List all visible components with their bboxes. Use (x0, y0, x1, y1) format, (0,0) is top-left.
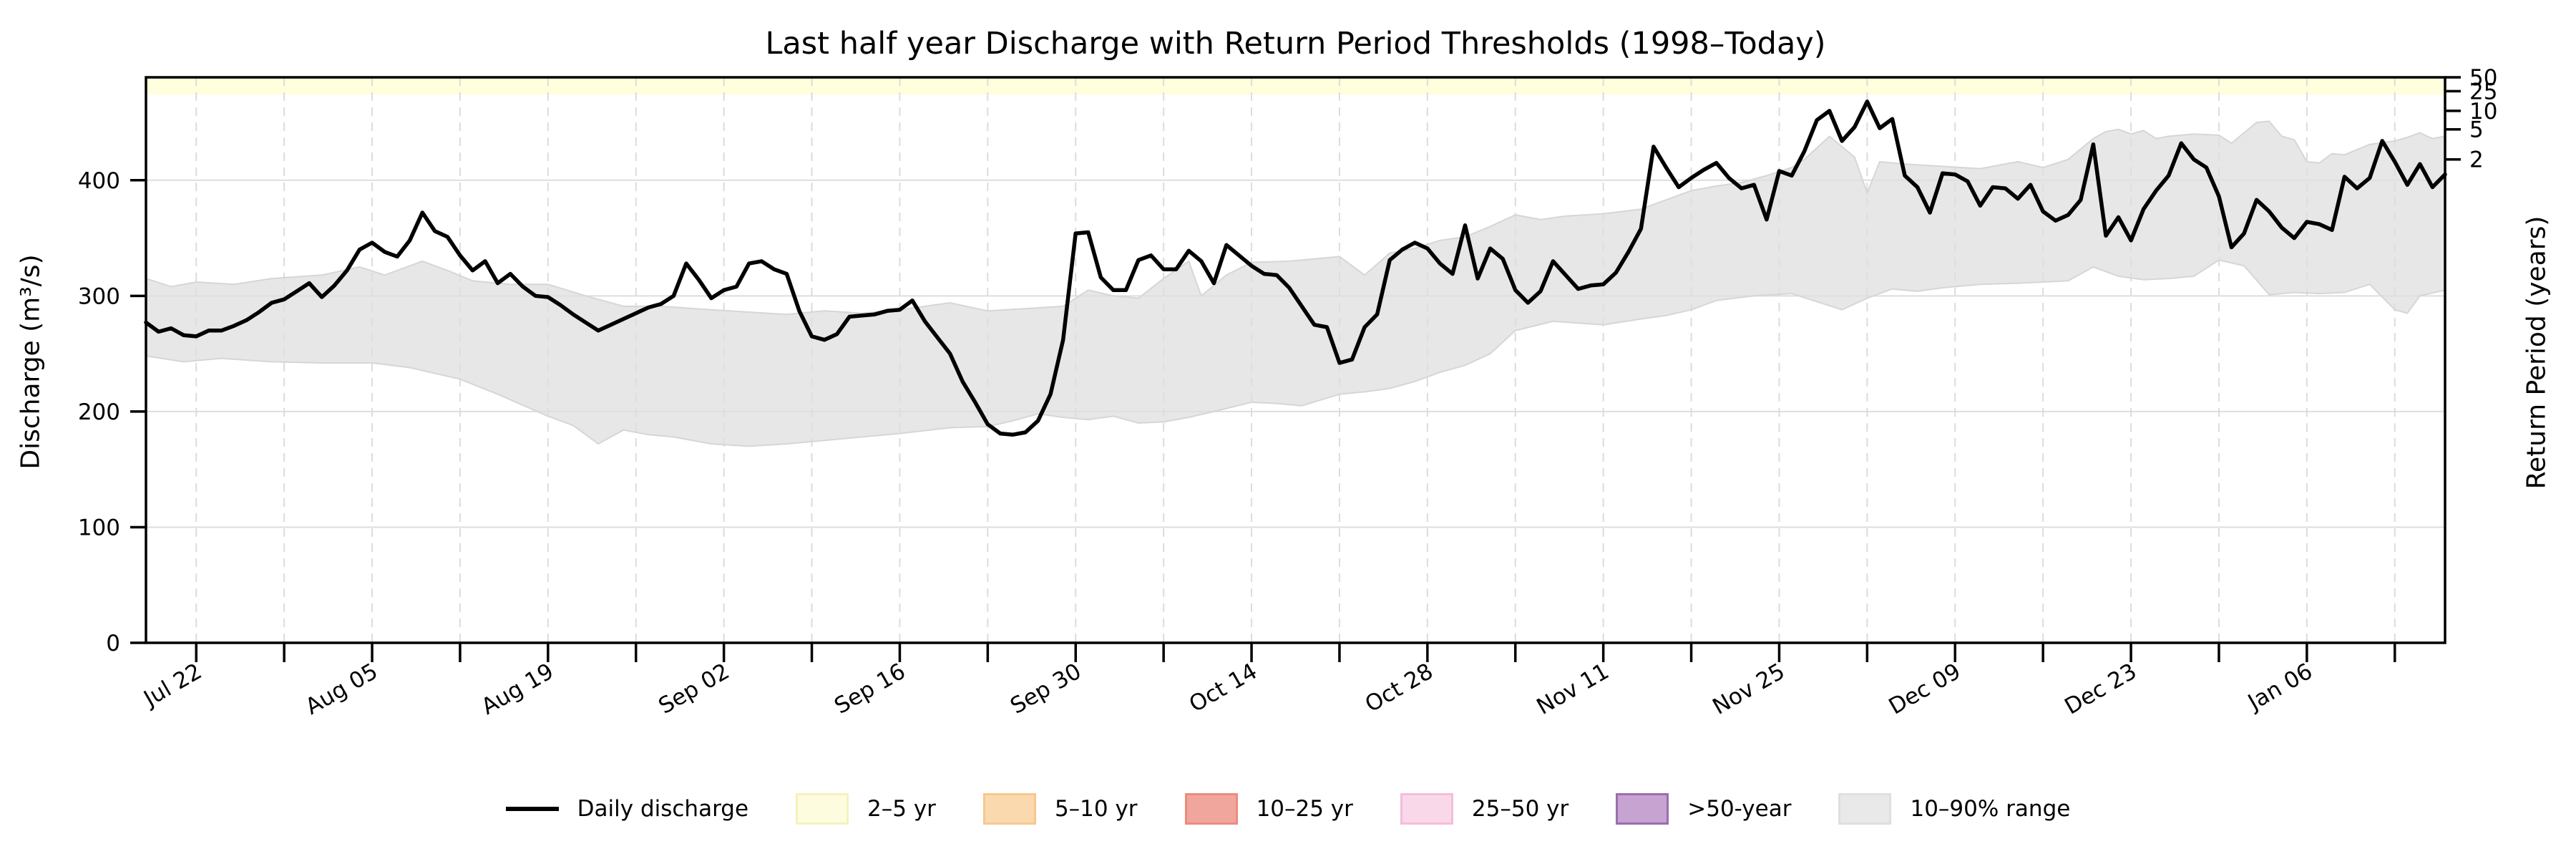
legend-label: Daily discharge (577, 796, 749, 822)
threshold-bands-layer (146, 77, 2445, 95)
x-tick-label: Nov 11 (1533, 659, 1614, 720)
discharge-line-layer (144, 100, 2447, 437)
right-tick-label: 50 (2469, 65, 2497, 91)
yellow-band-swatch-icon (796, 793, 849, 825)
x-tick-label: Oct 28 (1361, 659, 1438, 718)
legend-item-daily-discharge: Daily discharge (505, 796, 749, 822)
left-axis-label: Discharge (m³/s) (16, 254, 46, 470)
right-tick-label: 25 (2469, 79, 2497, 105)
pink-band-swatch-icon (1400, 793, 1453, 825)
right-tick-label: 5 (2469, 117, 2484, 143)
legend-item-25-50yr: 25–50 yr (1400, 793, 1568, 825)
legend-label: 25–50 yr (1471, 796, 1569, 822)
legend-item-10-90-range: 10–90% range (1838, 793, 2070, 825)
axes-layer (130, 76, 2461, 662)
left-tick-label: 100 (78, 515, 120, 540)
plot-border (145, 76, 2446, 644)
right-axis-label: Return Period (years) (2522, 215, 2552, 490)
x-tick-label: Dec 09 (1885, 659, 1966, 720)
x-tick-label: Oct 14 (1185, 659, 1262, 718)
x-tick-label: Jul 22 (138, 659, 206, 713)
legend: Daily discharge 2–5 yr 5–10 yr 10–25 yr … (0, 793, 2576, 825)
x-tick-label: Aug 05 (301, 659, 382, 720)
chart-title: Last half year Discharge with Return Per… (765, 26, 1826, 62)
x-tick-label: Sep 16 (830, 659, 909, 719)
legend-item-10-25yr: 10–25 yr (1184, 793, 1353, 825)
gray-band-swatch-icon (1838, 793, 1892, 825)
left-tick-label: 200 (78, 399, 120, 425)
x-tick-label: Nov 25 (1708, 659, 1789, 720)
legend-item-2-5yr: 2–5 yr (796, 793, 936, 825)
orange-band-swatch-icon (982, 793, 1036, 825)
band-2-5yr (146, 77, 2445, 95)
legend-label: 10–25 yr (1256, 796, 1353, 822)
left-tick-label: 300 (78, 283, 120, 309)
legend-label: >50-year (1687, 796, 1792, 822)
left-tick-label: 0 (106, 631, 120, 656)
legend-label: 10–90% range (1910, 796, 2071, 822)
right-tick-label: 10 (2469, 99, 2497, 125)
x-tick-label: Jan 06 (2243, 659, 2317, 717)
x-tick-label: Dec 23 (2060, 659, 2141, 720)
x-tick-label: Sep 02 (654, 659, 733, 719)
legend-item-over-50yr: >50-year (1616, 793, 1791, 825)
percentile-band (145, 120, 2446, 447)
left-tick-label: 400 (78, 168, 120, 194)
daily-discharge-line (144, 100, 2447, 437)
percentile-band-layer (145, 120, 2446, 447)
line-swatch-icon (505, 807, 559, 811)
legend-label: 2–5 yr (867, 796, 936, 822)
legend-item-5-10yr: 5–10 yr (982, 793, 1138, 825)
right-tick-label: 2 (2469, 147, 2484, 173)
purple-band-swatch-icon (1616, 793, 1669, 825)
legend-label: 5–10 yr (1054, 796, 1138, 822)
x-tick-label: Aug 19 (477, 659, 558, 720)
x-tick-label: Sep 30 (1006, 659, 1085, 719)
red-band-swatch-icon (1184, 793, 1238, 825)
